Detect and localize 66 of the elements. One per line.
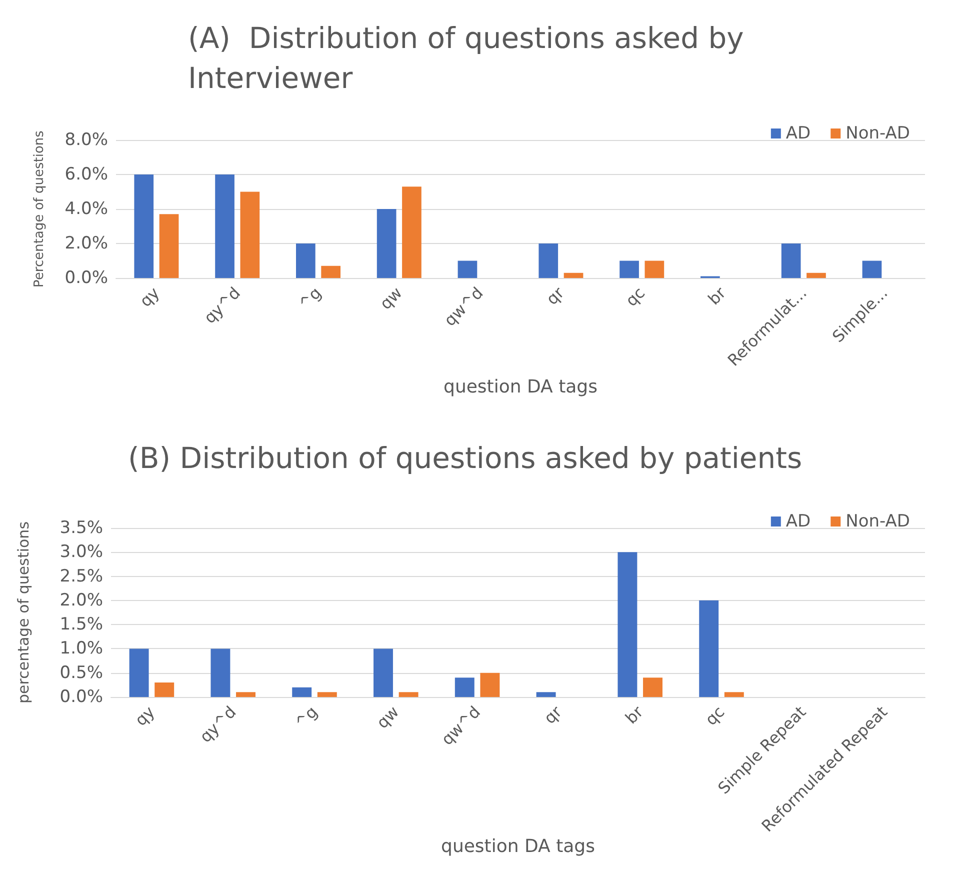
bar [862,260,882,278]
bar [402,186,422,278]
x-tick-label: qy [131,702,158,730]
x-tick-label: ^g [294,283,325,314]
x-axis-title: question DA tags [441,836,595,858]
x-tick-label: ^g [291,702,322,732]
y-tick-label: 1.0% [60,638,103,659]
legend-label: Non-AD [846,512,910,532]
y-tick-label: 0.0% [64,268,108,288]
bar [618,552,638,697]
legend-label: AD [786,124,811,144]
x-axis-title: question DA tags [444,376,598,398]
y-tick-label: 4.0% [64,199,108,219]
bar [643,678,662,697]
legend-label: Non-AD [846,124,910,144]
bar [374,648,393,697]
x-tick-label: br [704,282,730,309]
bar [699,600,719,697]
bar [321,266,340,278]
bar [292,687,312,697]
bar [236,692,256,697]
bar [454,678,474,697]
bar [215,174,234,278]
bar [317,692,337,697]
bar [620,260,639,278]
x-tick-label: qc [622,283,649,310]
bar [536,692,556,697]
y-axis-title: Percentage of questions [32,130,47,288]
bar [644,260,664,278]
bar [458,260,478,278]
chart-title: (A) Distribution of questions asked by Interviewer [188,21,753,95]
y-tick-label: 3.0% [60,542,103,562]
bar [538,244,558,278]
bar [296,244,316,278]
y-tick-label: 0.5% [60,662,103,683]
x-tick-label: qw [376,283,406,314]
bar [159,214,179,278]
bar [154,682,174,697]
bar [398,692,418,697]
x-tick-label: br [622,702,648,728]
y-tick-label: 0.0% [60,687,103,707]
bar [134,174,154,278]
y-tick-label: 1.5% [60,614,103,635]
x-tick-label: qr [540,702,566,728]
legend-label: AD [786,512,811,532]
y-tick-label: 3.5% [60,518,103,538]
y-tick-label: 2.0% [64,234,108,254]
x-tick-label: qw [372,702,403,732]
y-tick-label: 2.5% [60,566,103,586]
y-axis-title: percentage of questions [14,521,32,704]
y-tick-label: 6.0% [64,164,108,184]
bar [564,272,584,278]
x-tick-label: qy [136,283,164,311]
bar [781,244,801,278]
bar [376,209,396,278]
bar [806,272,826,278]
bar [129,648,149,697]
bar [724,692,744,697]
x-tick-label: qr [542,282,568,309]
bar [240,192,260,278]
chart-title: (B) Distribution of questions asked by patients [128,441,802,475]
y-tick-label: 8.0% [64,130,108,150]
bar [210,648,230,697]
bar [480,672,500,697]
y-tick-label: 2.0% [60,590,103,610]
x-tick-label: qc [701,702,728,730]
